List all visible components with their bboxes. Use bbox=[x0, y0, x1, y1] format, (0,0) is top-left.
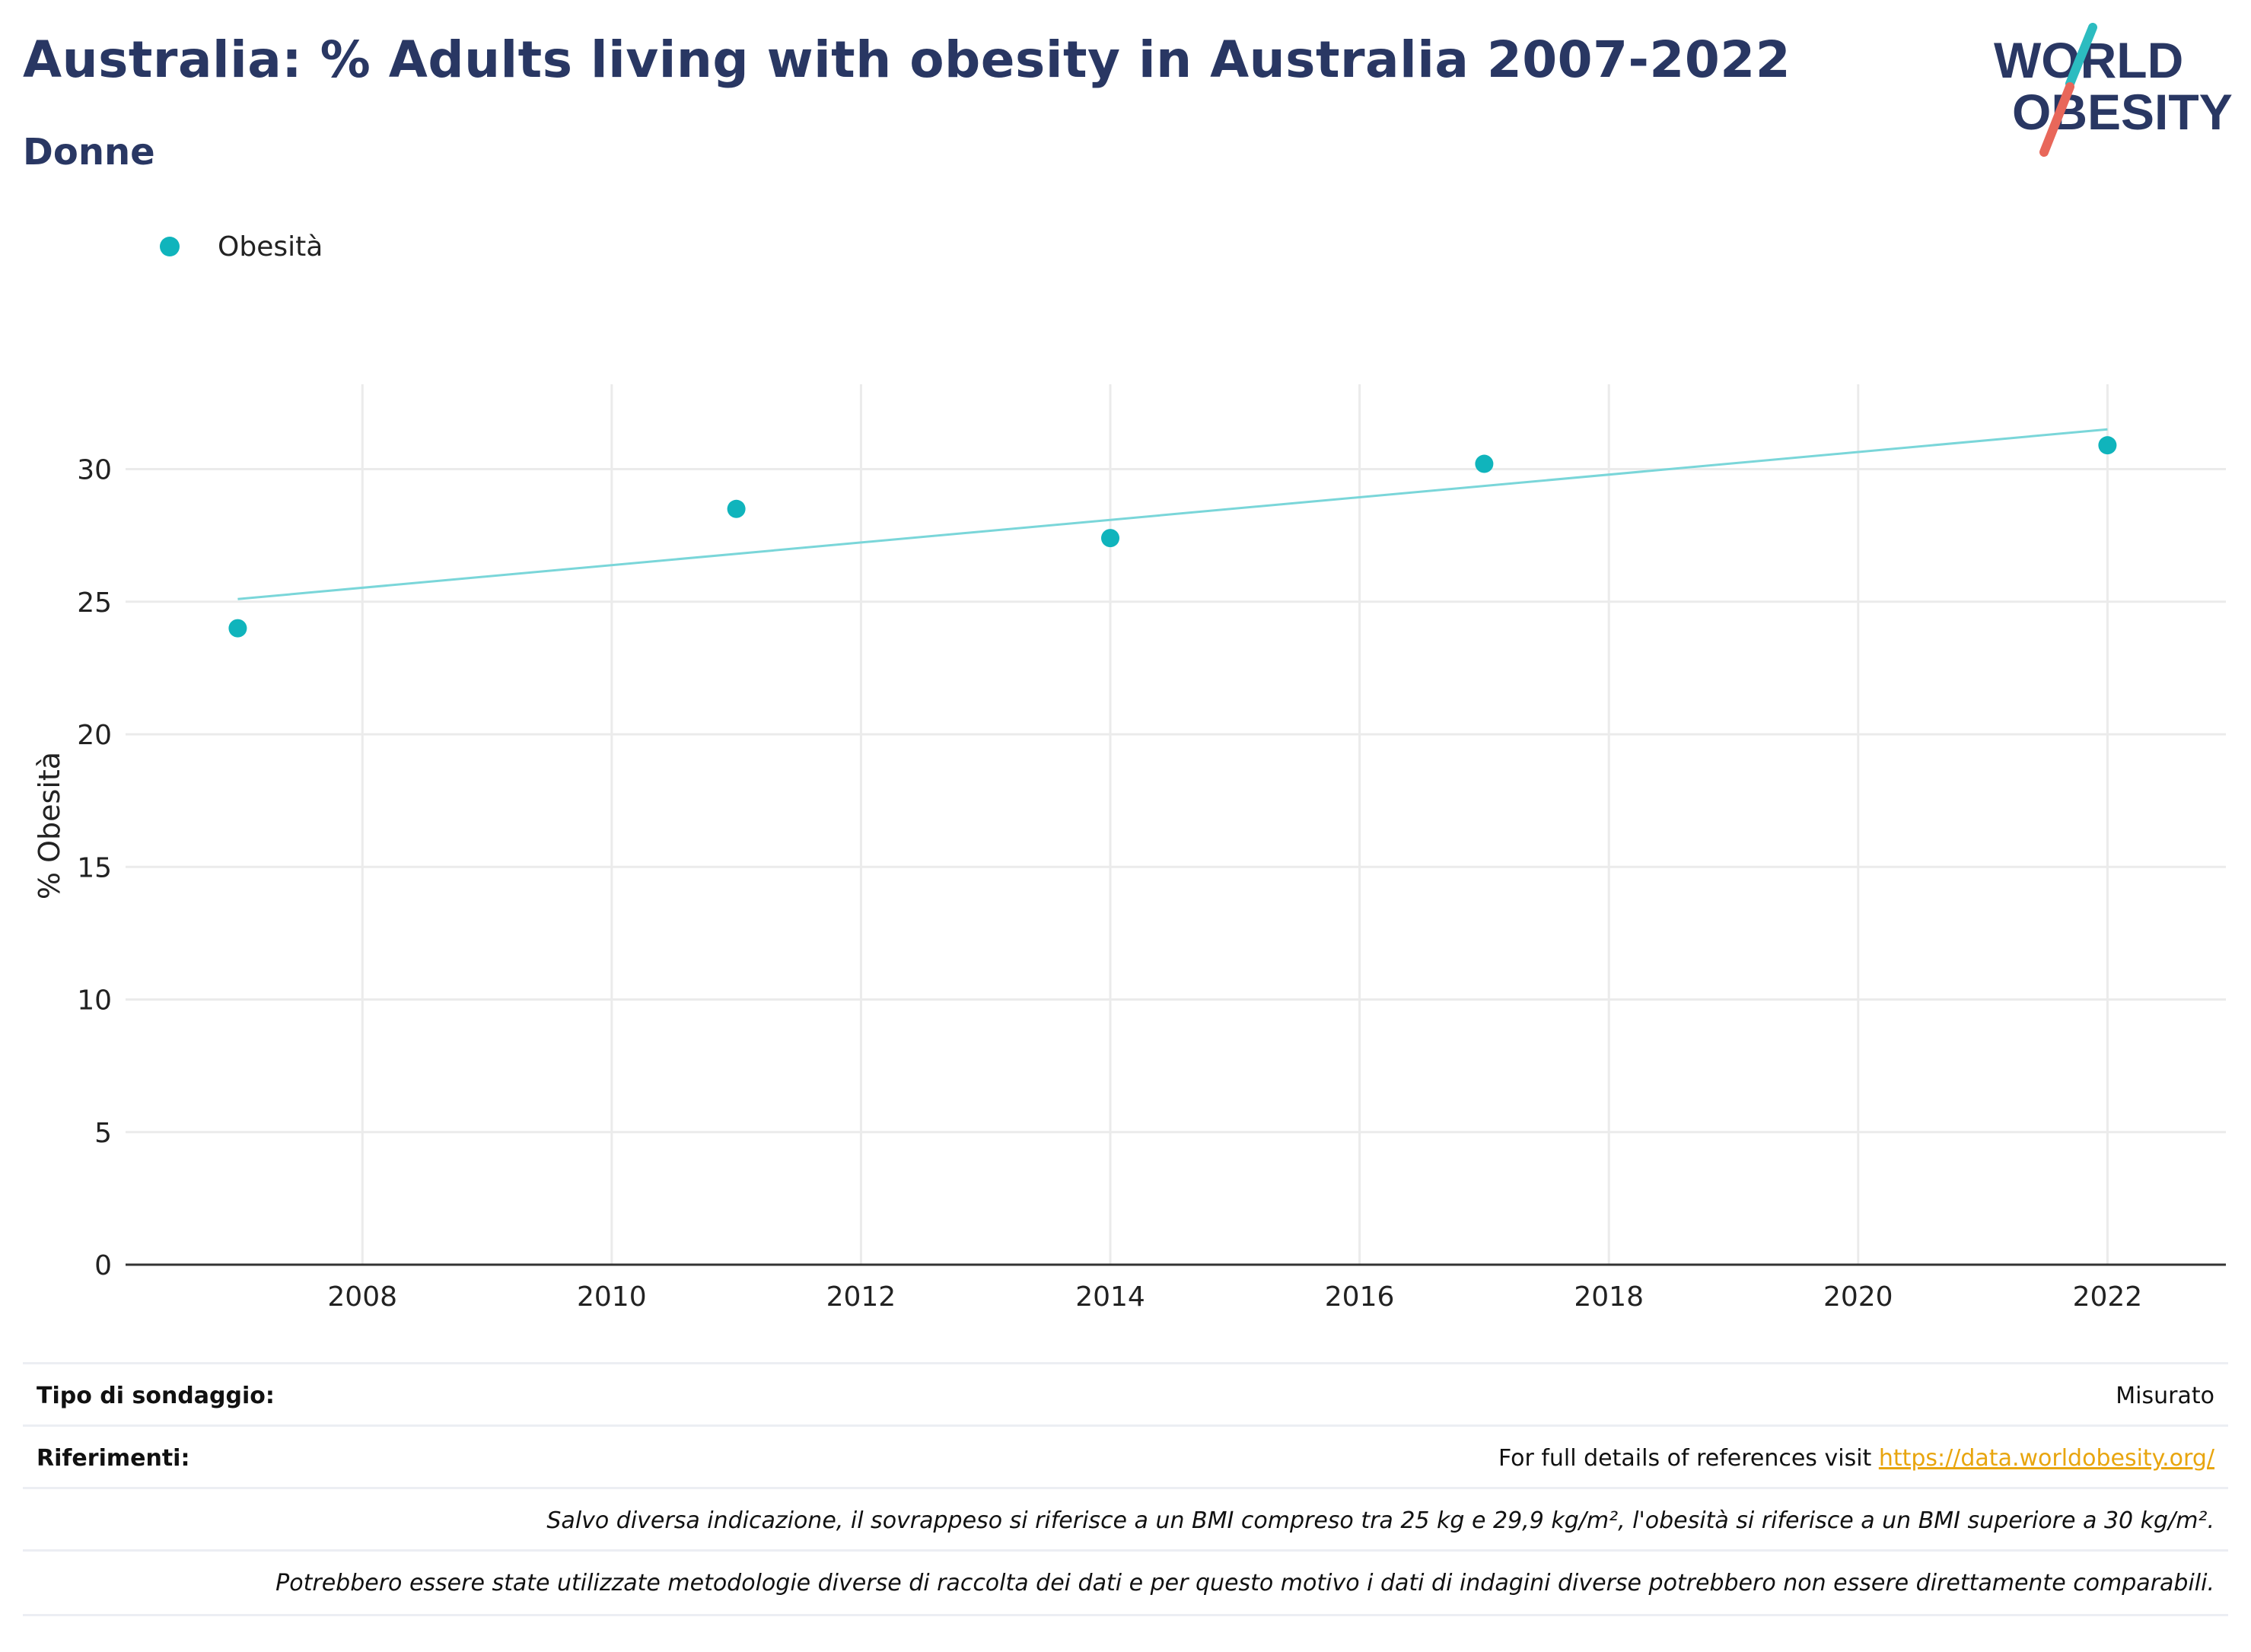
trendline-layer bbox=[237, 428, 2108, 600]
grid-lines bbox=[126, 384, 2226, 1265]
world-obesity-logo: WORLD OBESITY bbox=[1994, 23, 2233, 157]
data-point bbox=[1475, 454, 1494, 473]
y-tick-label: 0 bbox=[94, 1250, 112, 1281]
survey-type-label: Tipo di sondaggio: bbox=[37, 1382, 275, 1409]
note-row-1: Salvo diversa indicazione, il sovrappeso… bbox=[23, 1487, 2228, 1552]
references-label: Riferimenti: bbox=[37, 1444, 190, 1472]
data-point bbox=[1101, 529, 1120, 548]
x-tick-label: 2008 bbox=[327, 1281, 397, 1313]
legend-label: Obesità bbox=[218, 231, 323, 263]
chart-subtitle: Donne bbox=[23, 131, 155, 173]
survey-type-row: Tipo di sondaggio: Misurato bbox=[23, 1362, 2228, 1427]
legend[interactable]: Obesità bbox=[160, 228, 323, 265]
y-tick-label: 30 bbox=[77, 455, 112, 486]
x-tick-label: 2020 bbox=[1823, 1281, 1893, 1313]
logo-slash-teal bbox=[2065, 23, 2097, 88]
y-tick-label: 25 bbox=[77, 587, 112, 619]
data-point bbox=[2098, 436, 2117, 455]
y-tick-label: 5 bbox=[94, 1118, 112, 1149]
data-point bbox=[727, 499, 746, 518]
bmi-note: Salvo diversa indicazione, il sovrappeso… bbox=[546, 1507, 2214, 1534]
survey-type-value: Misurato bbox=[2116, 1382, 2214, 1409]
x-tick-label: 2016 bbox=[1325, 1281, 1395, 1313]
data-point bbox=[228, 619, 247, 638]
y-axis-label: % Obesità bbox=[33, 752, 66, 899]
legend-marker bbox=[160, 237, 180, 256]
x-tick-label: 2014 bbox=[1075, 1281, 1145, 1313]
references-value: For full details of references visit htt… bbox=[1498, 1445, 2228, 1472]
references-text: For full details of references visit bbox=[1498, 1444, 1879, 1472]
note-row-2: Potrebbero essere state utilizzate metod… bbox=[23, 1549, 2228, 1616]
tick-labels: 0 5 10 15 20 25 30 2008 2010 2012 2014 2016 2018 2020… bbox=[77, 455, 2142, 1313]
logo-slash-red bbox=[2039, 82, 2074, 157]
data-points bbox=[228, 436, 2117, 638]
chart-area: 0 5 10 15 20 25 30 2008 2010 2012 2014 2016 2018 2020… bbox=[33, 384, 2226, 1313]
methodology-note: Potrebbero essere state utilizzate metod… bbox=[275, 1569, 2214, 1596]
y-tick-label: 15 bbox=[77, 852, 112, 883]
trendline bbox=[237, 428, 2108, 600]
y-tick-label: 10 bbox=[77, 985, 112, 1017]
y-tick-label: 20 bbox=[77, 720, 112, 751]
x-tick-label: 2022 bbox=[2073, 1281, 2143, 1313]
references-row: Riferimenti: For full details of referen… bbox=[23, 1424, 2228, 1489]
x-tick-label: 2012 bbox=[826, 1281, 896, 1313]
chart-title: Australia: % Adults living with obesity … bbox=[23, 30, 1791, 89]
x-tick-label: 2010 bbox=[577, 1281, 647, 1313]
x-tick-label: 2018 bbox=[1574, 1281, 1644, 1313]
references-link[interactable]: https://data.worldobesity.org/ bbox=[1878, 1444, 2214, 1472]
